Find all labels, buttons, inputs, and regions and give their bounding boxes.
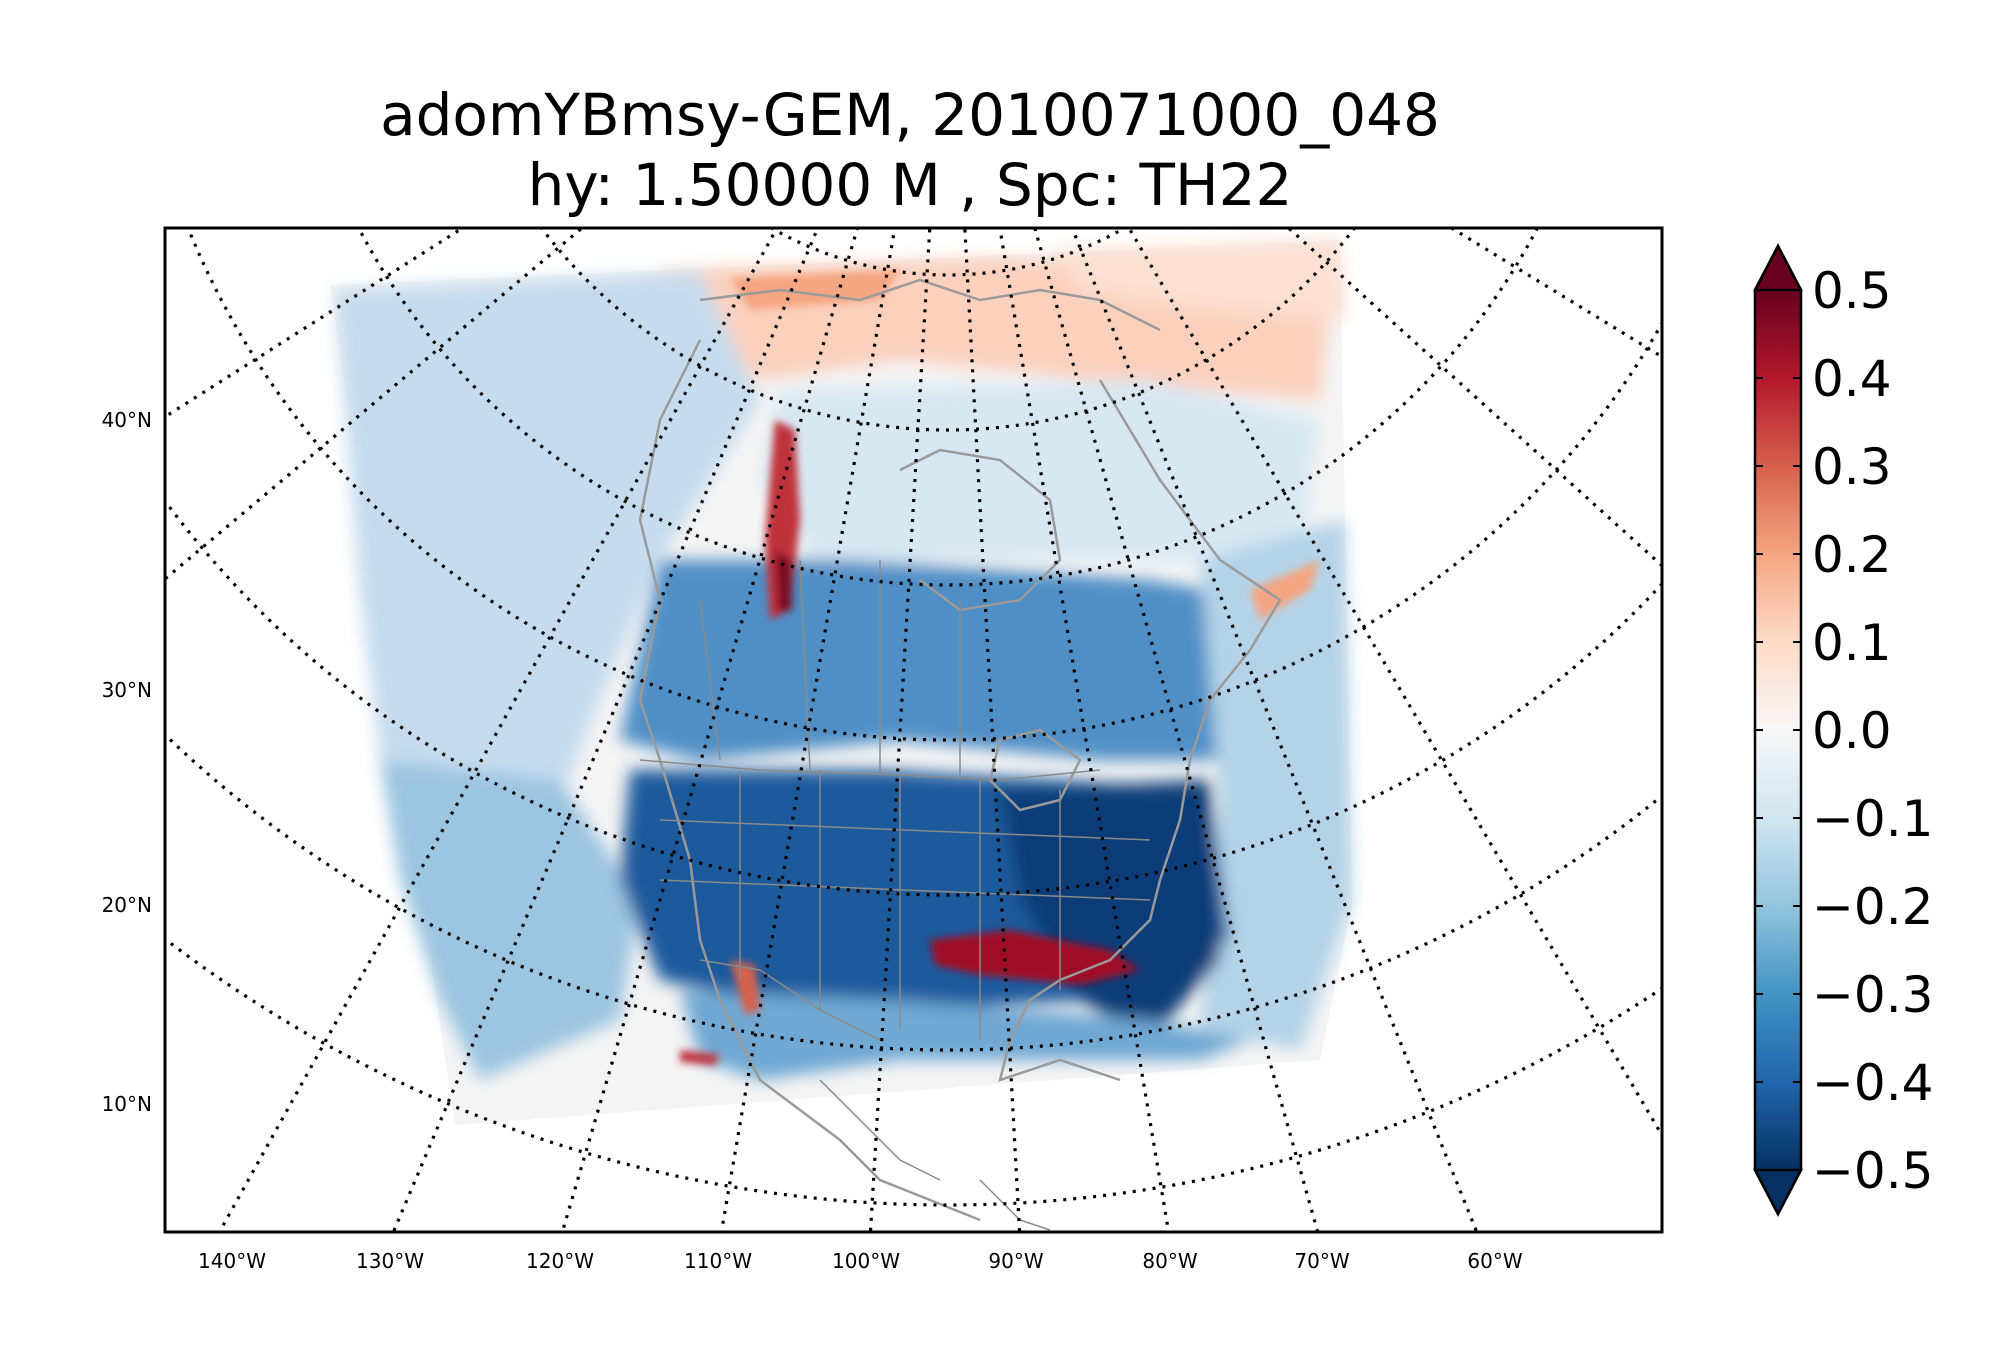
streak-gulf bbox=[930, 930, 1140, 985]
meridian-line bbox=[1127, 228, 1662, 1139]
coastline-west bbox=[638, 339, 981, 1222]
field-gulf bbox=[680, 990, 1250, 1080]
colorbar-tick-label: 0.3 bbox=[1812, 438, 1892, 496]
plot-title: adomYBmsy-GEM, 2010071000_048 hy: 1.5000… bbox=[160, 80, 1660, 220]
lon-label: 130°W bbox=[356, 1249, 424, 1273]
lon-label: 100°W bbox=[832, 1249, 900, 1273]
colorbar-tick-label: −0.3 bbox=[1812, 966, 1933, 1024]
map-frame bbox=[163, 226, 1664, 1234]
map-area bbox=[165, 228, 1662, 1232]
colorbar-tick-label: 0.5 bbox=[1812, 262, 1892, 320]
meridians bbox=[165, 228, 1662, 1232]
coastline-east bbox=[998, 379, 1282, 1082]
streak-mexico-coast bbox=[730, 960, 760, 1015]
positive-anomalies bbox=[680, 270, 1320, 1065]
colorbar-tick-label: −0.1 bbox=[1812, 790, 1933, 848]
streak-rockies-core bbox=[775, 550, 792, 612]
colorbar-extend-top bbox=[1752, 243, 1804, 292]
lon-label: 90°W bbox=[988, 1249, 1043, 1273]
field-atlantic bbox=[1200, 520, 1352, 1050]
field-pacific-southwest bbox=[380, 760, 640, 1080]
coastlines bbox=[638, 278, 1282, 1222]
lon-label: 60°W bbox=[1467, 1249, 1522, 1273]
parallel-line bbox=[539, 228, 1357, 432]
streak-labrador bbox=[1250, 560, 1320, 620]
field-northwest-pacific bbox=[335, 272, 760, 850]
meridian-line bbox=[1070, 228, 1479, 1232]
coastline-hudson bbox=[899, 448, 1062, 612]
lon-label: 80°W bbox=[1142, 1249, 1197, 1273]
colorbar-tick-label: 0.2 bbox=[1812, 526, 1892, 584]
colorbar-tick-label: −0.4 bbox=[1812, 1054, 1933, 1112]
lon-label: 110°W bbox=[684, 1249, 752, 1273]
colorbar-tick-label: −0.2 bbox=[1812, 878, 1933, 936]
longitude-labels: 140°W 130°W 120°W 110°W 100°W 90°W 80°W … bbox=[198, 1249, 1523, 1273]
lat-label: 30°N bbox=[102, 678, 152, 702]
colorbar: 0.5 0.4 0.3 0.2 0.1 0.0 −0.1 −0.2 −0.3 −0.4 −0.5 bbox=[1752, 243, 1933, 1217]
boundaries bbox=[639, 559, 1151, 1231]
lon-label: 120°W bbox=[526, 1249, 594, 1273]
coastline-arctic bbox=[699, 278, 1161, 332]
data-field bbox=[335, 240, 1352, 1080]
parallel-line bbox=[165, 497, 1662, 897]
lat-label: 40°N bbox=[102, 408, 152, 432]
meridian-line bbox=[1033, 228, 1320, 1232]
border-internal-1 bbox=[699, 559, 961, 780]
colorbar-ticks: 0.5 0.4 0.3 0.2 0.1 0.0 −0.1 −0.2 −0.3 −0.4 −0.5 bbox=[1755, 262, 1933, 1200]
colorbar-tick-label: −0.5 bbox=[1812, 1142, 1933, 1200]
lat-label: 10°N bbox=[102, 1092, 152, 1116]
colorbar-extend-bottom bbox=[1752, 1168, 1804, 1217]
meridian-line bbox=[165, 228, 585, 582]
lat-label: 20°N bbox=[102, 893, 152, 917]
colorbar-tick-label: 0.0 bbox=[1812, 702, 1892, 760]
meridian-line bbox=[868, 228, 932, 1232]
lon-label: 140°W bbox=[198, 1249, 266, 1273]
title-line-2: hy: 1.50000 M , Spc: TH22 bbox=[527, 151, 1293, 219]
colorbar-tick-label: 0.1 bbox=[1812, 614, 1892, 672]
title-line-1: adomYBmsy-GEM, 2010071000_048 bbox=[380, 81, 1440, 149]
border-us-mexico bbox=[699, 959, 881, 1041]
meridian-line bbox=[963, 228, 1022, 1232]
border-internal-2 bbox=[659, 770, 1151, 1040]
colorbar-tick-label: 0.4 bbox=[1812, 350, 1892, 408]
streak-baja bbox=[680, 1050, 720, 1065]
parallels bbox=[165, 228, 1662, 1207]
lon-label: 70°W bbox=[1294, 1249, 1349, 1273]
field-east-coast bbox=[1000, 780, 1220, 1040]
latitude-labels: 40°N 30°N 20°N 10°N bbox=[102, 408, 152, 1116]
field-arctic-east bbox=[1050, 240, 1345, 320]
